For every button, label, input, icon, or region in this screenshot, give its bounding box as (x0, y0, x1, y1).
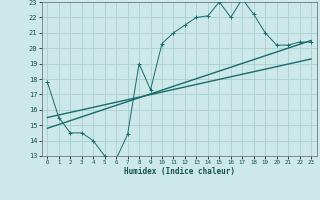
X-axis label: Humidex (Indice chaleur): Humidex (Indice chaleur) (124, 167, 235, 176)
